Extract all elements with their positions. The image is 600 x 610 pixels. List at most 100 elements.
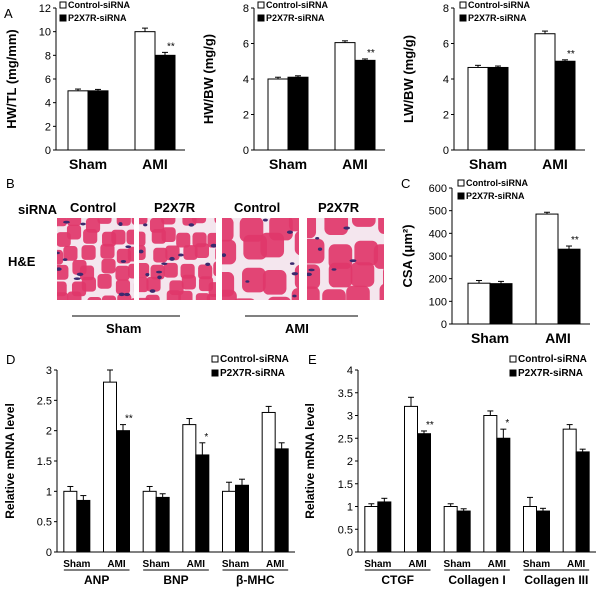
- myocyte: [214, 218, 216, 224]
- bar-control: [222, 490, 236, 553]
- bar-control: [182, 424, 197, 553]
- category-label: Sham: [523, 559, 550, 570]
- nucleus: [169, 256, 175, 261]
- significance-mark: **: [167, 41, 175, 52]
- bar-control: [334, 42, 356, 151]
- nucleus: [57, 267, 62, 271]
- category-label: AMI: [567, 559, 586, 570]
- myocyte: [324, 218, 349, 235]
- y-tick-label: 12: [39, 3, 51, 15]
- bar-p2x7r: [76, 499, 91, 553]
- y-tick-label: 4: [243, 74, 249, 86]
- myocyte: [378, 218, 384, 235]
- significance-mark: **: [426, 420, 434, 431]
- y-axis-label: Relative mRNA level: [303, 403, 317, 519]
- category-label: Sham: [69, 156, 107, 172]
- y-tick-label: 6: [443, 39, 449, 51]
- myocyte: [350, 262, 375, 287]
- myocyte: [57, 218, 67, 227]
- myocyte: [146, 276, 161, 292]
- myocyte: [373, 244, 384, 269]
- bar-control: [142, 490, 157, 553]
- myocyte: [178, 290, 193, 300]
- myocyte: [67, 291, 82, 300]
- category-label: AMI: [545, 330, 571, 346]
- myocyte: [81, 276, 96, 292]
- siRNA-row-label: siRNA: [18, 202, 58, 217]
- y-tick-label: 600: [429, 183, 447, 195]
- bar-control: [267, 78, 289, 151]
- category-label: Sham: [469, 156, 507, 172]
- myocyte: [128, 263, 134, 279]
- myocyte: [288, 218, 299, 232]
- ami-group-label: AMI: [285, 321, 309, 336]
- bar-control: [523, 506, 537, 553]
- nucleus: [262, 218, 268, 222]
- bar-p2x7r: [354, 59, 376, 151]
- myocyte: [101, 295, 117, 300]
- myocyte: [79, 265, 95, 281]
- nucleus: [222, 253, 227, 258]
- panel-letter-e: E: [308, 352, 317, 367]
- category-label: AMI: [107, 559, 126, 570]
- myocyte: [139, 297, 151, 300]
- legend-label-p2x7r: P2X7R-siRNA: [468, 13, 527, 23]
- myocyte: [307, 286, 320, 300]
- nucleus: [178, 253, 184, 257]
- y-tick-label: 2.5: [37, 395, 52, 407]
- myocyte: [101, 258, 116, 274]
- category-label: AMI: [488, 559, 507, 570]
- myocyte: [328, 262, 353, 288]
- myocyte: [81, 245, 96, 260]
- nucleus: [210, 243, 216, 248]
- myocyte: [133, 283, 134, 293]
- nucleus: [157, 275, 162, 280]
- myocyte: [165, 245, 180, 261]
- histology-panel: siRNA Control P2X7R Control P2X7R H&E Sh…: [0, 180, 400, 350]
- nucleus: [125, 245, 132, 249]
- myocyte: [166, 290, 181, 300]
- legend-swatch-control: [457, 179, 465, 187]
- y-axis-label: Relative mRNA level: [3, 403, 17, 519]
- nucleus: [315, 237, 320, 240]
- nucleus: [156, 270, 163, 274]
- legend-label-control: Control-siRNA: [266, 0, 328, 10]
- nucleus: [118, 222, 123, 226]
- y-tick-label: 6: [243, 39, 249, 51]
- group-label: BNP: [163, 573, 188, 587]
- myocyte: [97, 218, 112, 224]
- nucleus: [73, 277, 81, 280]
- myocyte: [139, 277, 149, 293]
- myocyte: [262, 270, 287, 295]
- y-tick-label: 2: [347, 456, 353, 468]
- bar-p2x7r: [116, 430, 130, 553]
- he-image-ami-p2x7r: [307, 218, 384, 300]
- nucleus: [76, 272, 84, 277]
- nucleus: [289, 262, 295, 265]
- myocyte: [354, 240, 378, 266]
- myocyte: [161, 218, 176, 225]
- category-label: AMI: [542, 156, 568, 172]
- legend-label-control: Control-siRNA: [220, 354, 289, 365]
- bar-p2x7r: [496, 437, 511, 553]
- nucleus: [349, 259, 357, 263]
- y-tick-label: 8: [45, 50, 51, 62]
- myocyte: [87, 297, 102, 300]
- bar-p2x7r: [287, 76, 309, 151]
- myocyte: [222, 239, 237, 265]
- y-tick-label: 8: [243, 3, 249, 15]
- myocyte: [382, 267, 384, 288]
- category-label: Sham: [269, 156, 307, 172]
- legend-swatch-control: [509, 355, 517, 363]
- nucleus: [245, 280, 250, 283]
- panel-letter-a: A: [4, 6, 13, 21]
- bar-control: [443, 506, 458, 553]
- legend-swatch-p2x7r: [509, 369, 517, 377]
- legend-swatch-p2x7r: [257, 14, 265, 22]
- myocyte: [328, 244, 353, 269]
- myocyte: [322, 289, 346, 300]
- group-label: ANP: [84, 573, 109, 587]
- y-tick-label: 1: [347, 502, 353, 514]
- bar-p2x7r: [195, 454, 210, 553]
- myocyte: [198, 264, 213, 280]
